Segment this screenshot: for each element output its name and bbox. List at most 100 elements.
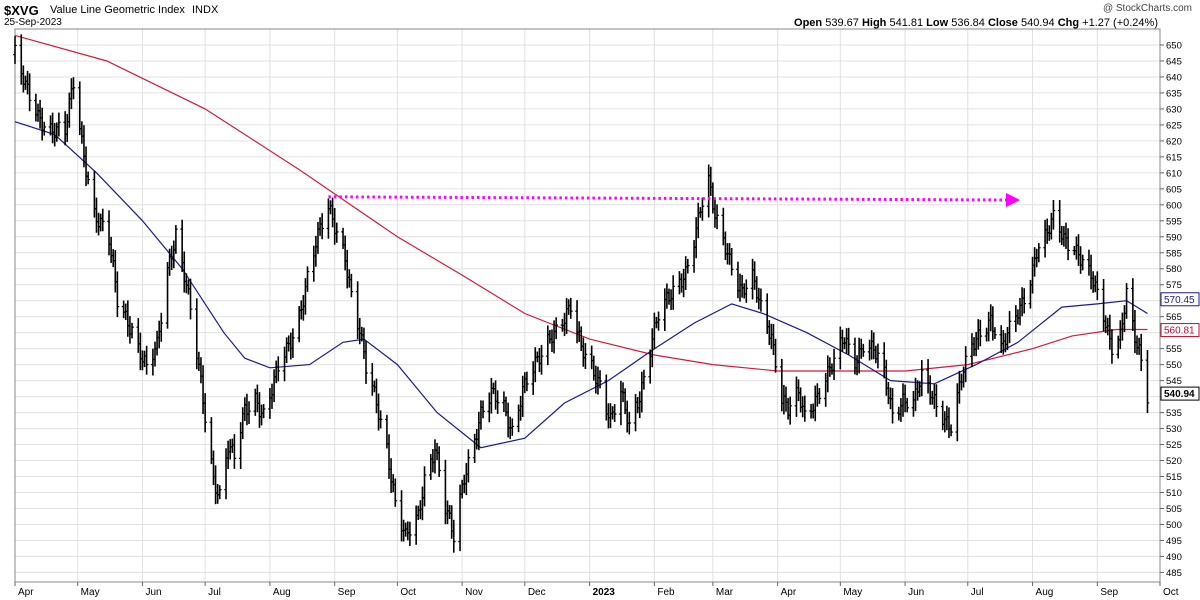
ohlc-bar	[1078, 246, 1083, 274]
ohlc-bar	[171, 240, 176, 269]
ohlc-bar	[744, 279, 749, 303]
y-tick-label: 650	[1166, 40, 1182, 51]
ohlc-bar	[1020, 287, 1024, 317]
resistance-annotation	[328, 193, 1021, 208]
ohlc-bar	[50, 112, 55, 144]
ohlc-bar	[228, 439, 233, 460]
ohlc-bar	[422, 466, 427, 507]
ohlc-bar	[1118, 320, 1123, 350]
y-tick-label: 505	[1166, 504, 1182, 515]
ohlc-bar	[525, 371, 529, 392]
ohlc-bar	[1135, 335, 1139, 355]
ohlc-bar	[861, 343, 866, 357]
ohlc-bar	[972, 337, 976, 357]
high-value: 541.81	[889, 17, 924, 29]
ohlc-bar	[796, 379, 801, 402]
y-tick-label: 495	[1166, 536, 1182, 547]
ohlc-bar	[823, 372, 828, 407]
ohlc-bar	[1139, 333, 1143, 372]
y-tick-label: 595	[1166, 216, 1182, 227]
ohlc-bar	[1049, 212, 1054, 240]
ohlc-bar	[740, 274, 744, 298]
high-label: High	[861, 17, 887, 29]
ohlc-bar	[153, 341, 157, 367]
ticker-symbol: $XVG	[4, 3, 39, 18]
ohlc-bar	[548, 329, 552, 344]
ohlc-bar	[1043, 219, 1047, 258]
ohlc-bar	[69, 78, 74, 110]
ohlc-bar	[416, 505, 421, 521]
y-tick-label: 535	[1166, 408, 1182, 419]
x-tick-label: Dec	[528, 587, 546, 598]
ohlc-bar	[230, 438, 235, 453]
ohlc-bar	[667, 288, 671, 305]
ohlc-bar	[199, 357, 203, 384]
ohlc-bar	[759, 288, 763, 312]
ohlc-bar	[934, 384, 939, 417]
ohlc-bar	[1080, 254, 1085, 271]
ohlc-bar	[915, 380, 920, 401]
ohlc-bar	[920, 360, 924, 397]
ohlc-bar	[297, 306, 301, 343]
resistance-arrow	[1006, 193, 1021, 208]
x-tick-label: Feb	[657, 587, 675, 598]
ohlc-bar	[594, 365, 598, 394]
ohlc-bar	[970, 333, 974, 368]
price-label-text: 570.45	[1164, 295, 1195, 306]
ohlc-bar	[788, 396, 792, 425]
moving-average-blue	[14, 121, 1148, 449]
ohlc-bar	[917, 381, 922, 398]
ohlc-bar	[1051, 199, 1056, 230]
ohlc-bar	[71, 77, 76, 100]
copyright-notice: @ StockCharts.com	[1102, 3, 1192, 14]
ohlc-bar	[370, 362, 375, 396]
ohlc-bar	[677, 271, 682, 295]
ohlc-bar	[289, 332, 293, 360]
ohlc-bar	[897, 406, 901, 421]
ohlc-bar	[159, 312, 164, 342]
ohlc-bar	[284, 337, 289, 364]
ohlc-bar	[1066, 228, 1070, 261]
ohlc-bar	[669, 289, 673, 311]
ohlc-bar	[903, 384, 907, 413]
ohlc-bar	[963, 346, 968, 383]
ohlc-bar	[642, 369, 646, 390]
price-label-text: 540.94	[1164, 389, 1195, 400]
ohlc-bar	[679, 273, 684, 293]
ohlc-bar	[36, 103, 40, 122]
x-tick-label: Apr	[18, 587, 34, 598]
price-labels: 570.45 560.81 540.94	[1160, 292, 1200, 401]
ohlc-bar	[901, 383, 905, 417]
ohlc-bar	[479, 400, 483, 430]
ohlc-bar	[42, 121, 47, 136]
close-value: 540.94	[1020, 17, 1055, 29]
ohlc-bar	[247, 401, 251, 424]
ohlc-bar	[993, 327, 997, 339]
ohlc-bar	[757, 287, 761, 310]
ohlc-bar	[813, 385, 818, 422]
ohlc-bar	[612, 404, 617, 423]
y-tick-label: 575	[1166, 280, 1182, 291]
ohlc-bar	[991, 306, 995, 341]
ohlc-bar	[1137, 337, 1141, 355]
ohlc-bar	[314, 235, 318, 267]
ohlc-bar	[274, 360, 278, 384]
ohlc-bar	[568, 297, 573, 319]
ohlc-bar	[276, 356, 281, 382]
y-tick-label: 605	[1166, 184, 1182, 195]
ohlc-bar	[1095, 271, 1100, 301]
ohlc-bar	[224, 448, 228, 500]
ohlc-bar	[802, 395, 807, 422]
x-tick-label: Jul	[971, 587, 984, 598]
ohlc-bar	[723, 231, 728, 261]
ohlc-bar	[640, 371, 644, 413]
x-tick-label: Jun	[145, 587, 161, 598]
ohlc-bar	[67, 92, 72, 128]
y-tick-label: 485	[1166, 568, 1182, 579]
price-label-box	[1160, 323, 1200, 338]
ohlc-bar	[282, 346, 287, 382]
ohlc-bar	[1145, 350, 1150, 414]
sma-red-line	[14, 34, 1148, 372]
ohlc-bar	[625, 400, 629, 433]
